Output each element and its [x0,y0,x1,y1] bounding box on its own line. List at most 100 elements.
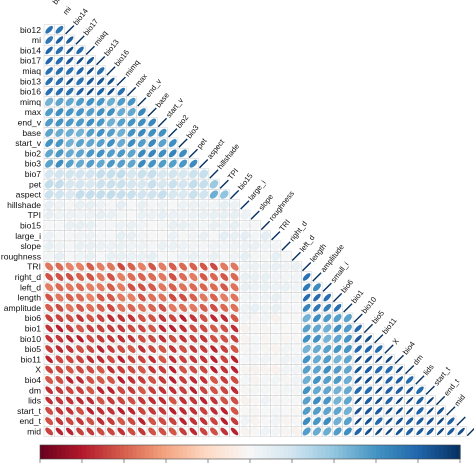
correlation-ellipse [127,108,136,117]
correlation-ellipse [291,282,302,292]
correlation-ellipse [45,406,54,415]
row-label: mi [32,35,41,45]
correlation-ellipse [199,190,209,200]
correlation-ellipse [271,272,281,282]
correlation-ellipse [45,36,54,44]
correlation-ellipse [168,386,177,395]
correlation-ellipse [106,128,116,137]
colorbar-segment [455,445,461,459]
row-label: bio4 [25,375,41,385]
correlation-ellipse [76,77,84,86]
correlation-ellipse [86,283,95,292]
diagonal-mark [332,292,343,303]
correlation-ellipse [333,427,342,436]
correlation-ellipse [240,406,250,416]
correlation-ellipse [291,354,302,365]
colorbar-segment [208,445,213,459]
correlation-ellipse [127,376,136,384]
correlation-ellipse [96,334,105,343]
correlation-ellipse [312,417,321,426]
correlation-ellipse [178,272,188,282]
colorbar-segment [94,445,100,459]
correlation-ellipse [107,417,115,426]
correlation-ellipse [210,355,218,364]
correlation-ellipse [220,324,229,333]
row-label: bio12 [20,25,41,35]
correlation-ellipse [209,190,219,199]
correlation-ellipse [117,345,126,354]
correlation-ellipse [158,138,167,148]
correlation-ellipse [137,179,147,189]
correlation-ellipse [106,200,116,210]
correlation-ellipse [55,324,64,333]
correlation-ellipse [95,251,106,262]
correlation-ellipse [106,97,116,107]
correlation-ellipse [230,365,239,374]
correlation-ellipse [76,334,84,343]
diagonal-mark [96,56,106,66]
correlation-ellipse [158,365,167,374]
correlation-ellipse [302,375,311,385]
correlation-ellipse [199,406,208,415]
correlation-ellipse [178,241,188,251]
correlation-ellipse [281,251,291,262]
row-label: bio15 [20,220,41,230]
correlation-cells [44,25,474,437]
row-label: pet [29,179,42,189]
correlation-ellipse [65,241,75,251]
colorbar-segment [371,445,377,459]
correlation-ellipse [271,354,281,365]
correlation-ellipse [240,426,250,437]
colorbar-segment [392,445,398,459]
correlation-ellipse [179,417,187,425]
row-label: roughness [1,251,41,261]
correlation-ellipse [116,231,126,241]
correlation-ellipse [137,159,146,168]
correlation-ellipse [406,407,414,415]
colorbar-segment [367,445,373,459]
correlation-ellipse [178,283,188,292]
correlation-ellipse [76,406,85,415]
correlation-ellipse [188,210,198,220]
correlation-ellipse [250,262,260,272]
diagonal-mark [157,117,168,128]
correlation-ellipse [271,334,281,344]
correlation-ellipse [65,118,74,127]
correlation-ellipse [55,334,64,343]
correlation-ellipse [117,303,126,312]
colorbar-segment [250,445,255,459]
correlation-ellipse [86,56,95,65]
correlation-ellipse [65,169,75,179]
correlation-ellipse [302,365,311,374]
correlation-ellipse [168,200,178,210]
correlation-ellipse [302,396,311,405]
correlation-ellipse [302,386,311,395]
correlation-ellipse [44,220,54,231]
diagonal-mark [126,86,137,97]
diagonal-label: TRI [277,218,292,233]
colorbar-segment [447,445,453,459]
correlation-ellipse [220,417,229,425]
correlation-ellipse [138,417,146,425]
correlation-ellipse [189,427,198,436]
correlation-ellipse [85,241,95,251]
correlation-ellipse [148,417,157,426]
correlation-ellipse [86,77,95,85]
correlation-ellipse [385,376,393,384]
colorbar-segment [229,445,234,459]
correlation-ellipse [199,303,208,312]
colorbar-segment [224,445,230,459]
correlation-ellipse [230,427,239,436]
correlation-ellipse [198,220,209,231]
correlation-ellipse [271,241,281,251]
correlation-ellipse [291,323,302,334]
correlation-ellipse [86,355,95,364]
correlation-ellipse [209,303,218,312]
correlation-ellipse [220,345,229,353]
correlation-ellipse [168,231,178,241]
grid-cell [455,426,467,437]
correlation-ellipse [147,220,157,231]
diagonal-mark [374,334,384,344]
correlation-ellipse [179,376,187,384]
correlation-ellipse [65,303,74,312]
